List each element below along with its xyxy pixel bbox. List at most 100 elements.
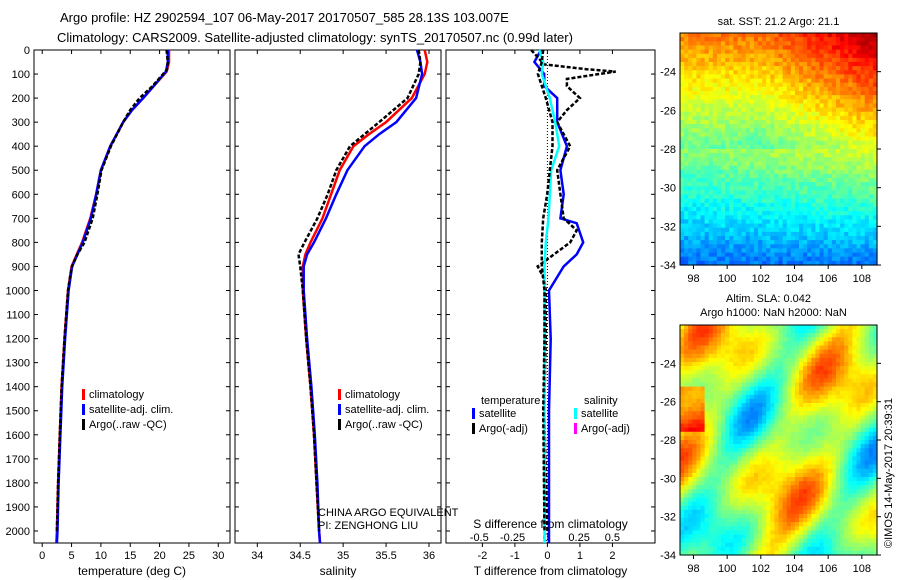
map-cell: [864, 256, 870, 262]
map-cell: [753, 186, 759, 191]
map-cell: [770, 341, 775, 347]
map-cell: [716, 227, 722, 233]
map-cell: [868, 115, 874, 121]
map-cell: [708, 41, 714, 46]
map-cell: [782, 111, 788, 117]
map-cell: [844, 435, 849, 441]
map-cell: [762, 161, 767, 167]
map-cell: [716, 472, 722, 478]
map-cell: [840, 382, 845, 388]
map-cell: [762, 244, 767, 249]
map-cell: [766, 423, 771, 429]
y-tick-label: -34: [660, 260, 676, 272]
map-cell: [737, 411, 743, 416]
map-cell: [712, 153, 718, 158]
map-cell: [860, 215, 866, 220]
map-cell: [790, 440, 796, 445]
map-cell: [770, 173, 775, 179]
map-cell: [758, 161, 763, 167]
map-cell: [794, 411, 800, 416]
map-cell: [790, 41, 796, 46]
map-cell: [741, 111, 747, 117]
map-cell: [819, 444, 825, 449]
map-cell: [766, 333, 771, 338]
map-cell: [692, 244, 697, 249]
map-cell: [716, 427, 722, 433]
map-cell: [836, 374, 841, 379]
map-cell: [733, 248, 739, 254]
map-cell: [704, 99, 710, 104]
map-cell: [725, 353, 730, 359]
map-cell: [762, 419, 767, 425]
map-cell: [836, 157, 841, 162]
map-cell: [782, 153, 788, 158]
map-cell: [811, 485, 816, 490]
map-cell: [749, 140, 755, 146]
map-cell: [868, 111, 874, 117]
map-cell: [762, 252, 767, 258]
map-cell: [737, 149, 743, 154]
map-cell: [716, 423, 722, 429]
map-cell: [688, 386, 693, 392]
map-cell: [716, 337, 722, 342]
map-cell: [762, 448, 767, 453]
map-cell: [696, 353, 702, 359]
map-cell: [860, 198, 866, 204]
map-cell: [823, 370, 829, 375]
map-cell: [721, 165, 726, 171]
map-cell: [860, 66, 866, 71]
map-cell: [704, 256, 710, 262]
map-cell: [852, 223, 858, 229]
map-cell: [696, 329, 702, 334]
map-cell: [766, 357, 771, 363]
series-line-salinity-satellite: [538, 49, 561, 543]
map-cell: [799, 398, 804, 404]
x-tick-label: 106: [819, 273, 837, 285]
map-cell: [712, 252, 718, 258]
map-cell: [868, 378, 874, 384]
map-cell: [860, 115, 866, 121]
map-cell: [680, 194, 685, 200]
map-cell: [737, 472, 743, 478]
map-cell: [836, 86, 841, 92]
map-cell: [733, 386, 739, 392]
map-cell: [799, 382, 804, 388]
map-cell: [860, 182, 866, 187]
map-cell: [790, 407, 796, 412]
map-cell: [774, 485, 780, 490]
map-cell: [848, 144, 853, 150]
map-cell: [852, 107, 858, 113]
map-cell: [737, 37, 743, 42]
map-cell: [774, 329, 780, 334]
map-cell: [868, 82, 874, 88]
map-cell: [741, 329, 747, 334]
map-cell: [749, 477, 755, 482]
map-cell: [733, 460, 739, 466]
map-cell: [790, 366, 796, 371]
map-cell: [708, 248, 714, 254]
map-cell: [860, 477, 866, 482]
map-cell: [753, 362, 759, 367]
map-cell: [745, 333, 751, 338]
map-cell: [716, 132, 722, 138]
map-cell: [766, 378, 771, 384]
map-cell: [762, 362, 767, 367]
map-cell: [852, 198, 858, 204]
map-cell: [864, 194, 870, 200]
map-cell: [815, 481, 821, 486]
map-cell: [807, 198, 812, 204]
map-cell: [753, 33, 759, 38]
map-cell: [749, 423, 755, 429]
map-cell: [840, 366, 845, 371]
map-cell: [868, 223, 874, 229]
map-cell: [840, 207, 845, 212]
map-cell: [840, 378, 845, 384]
map-cell: [766, 472, 771, 478]
map-cell: [868, 107, 874, 113]
map-cell: [864, 149, 870, 154]
map-cell: [840, 345, 845, 351]
map-cell: [831, 78, 837, 84]
map-cell: [704, 62, 710, 67]
map-cell: [819, 223, 825, 229]
map-cell: [700, 178, 706, 183]
